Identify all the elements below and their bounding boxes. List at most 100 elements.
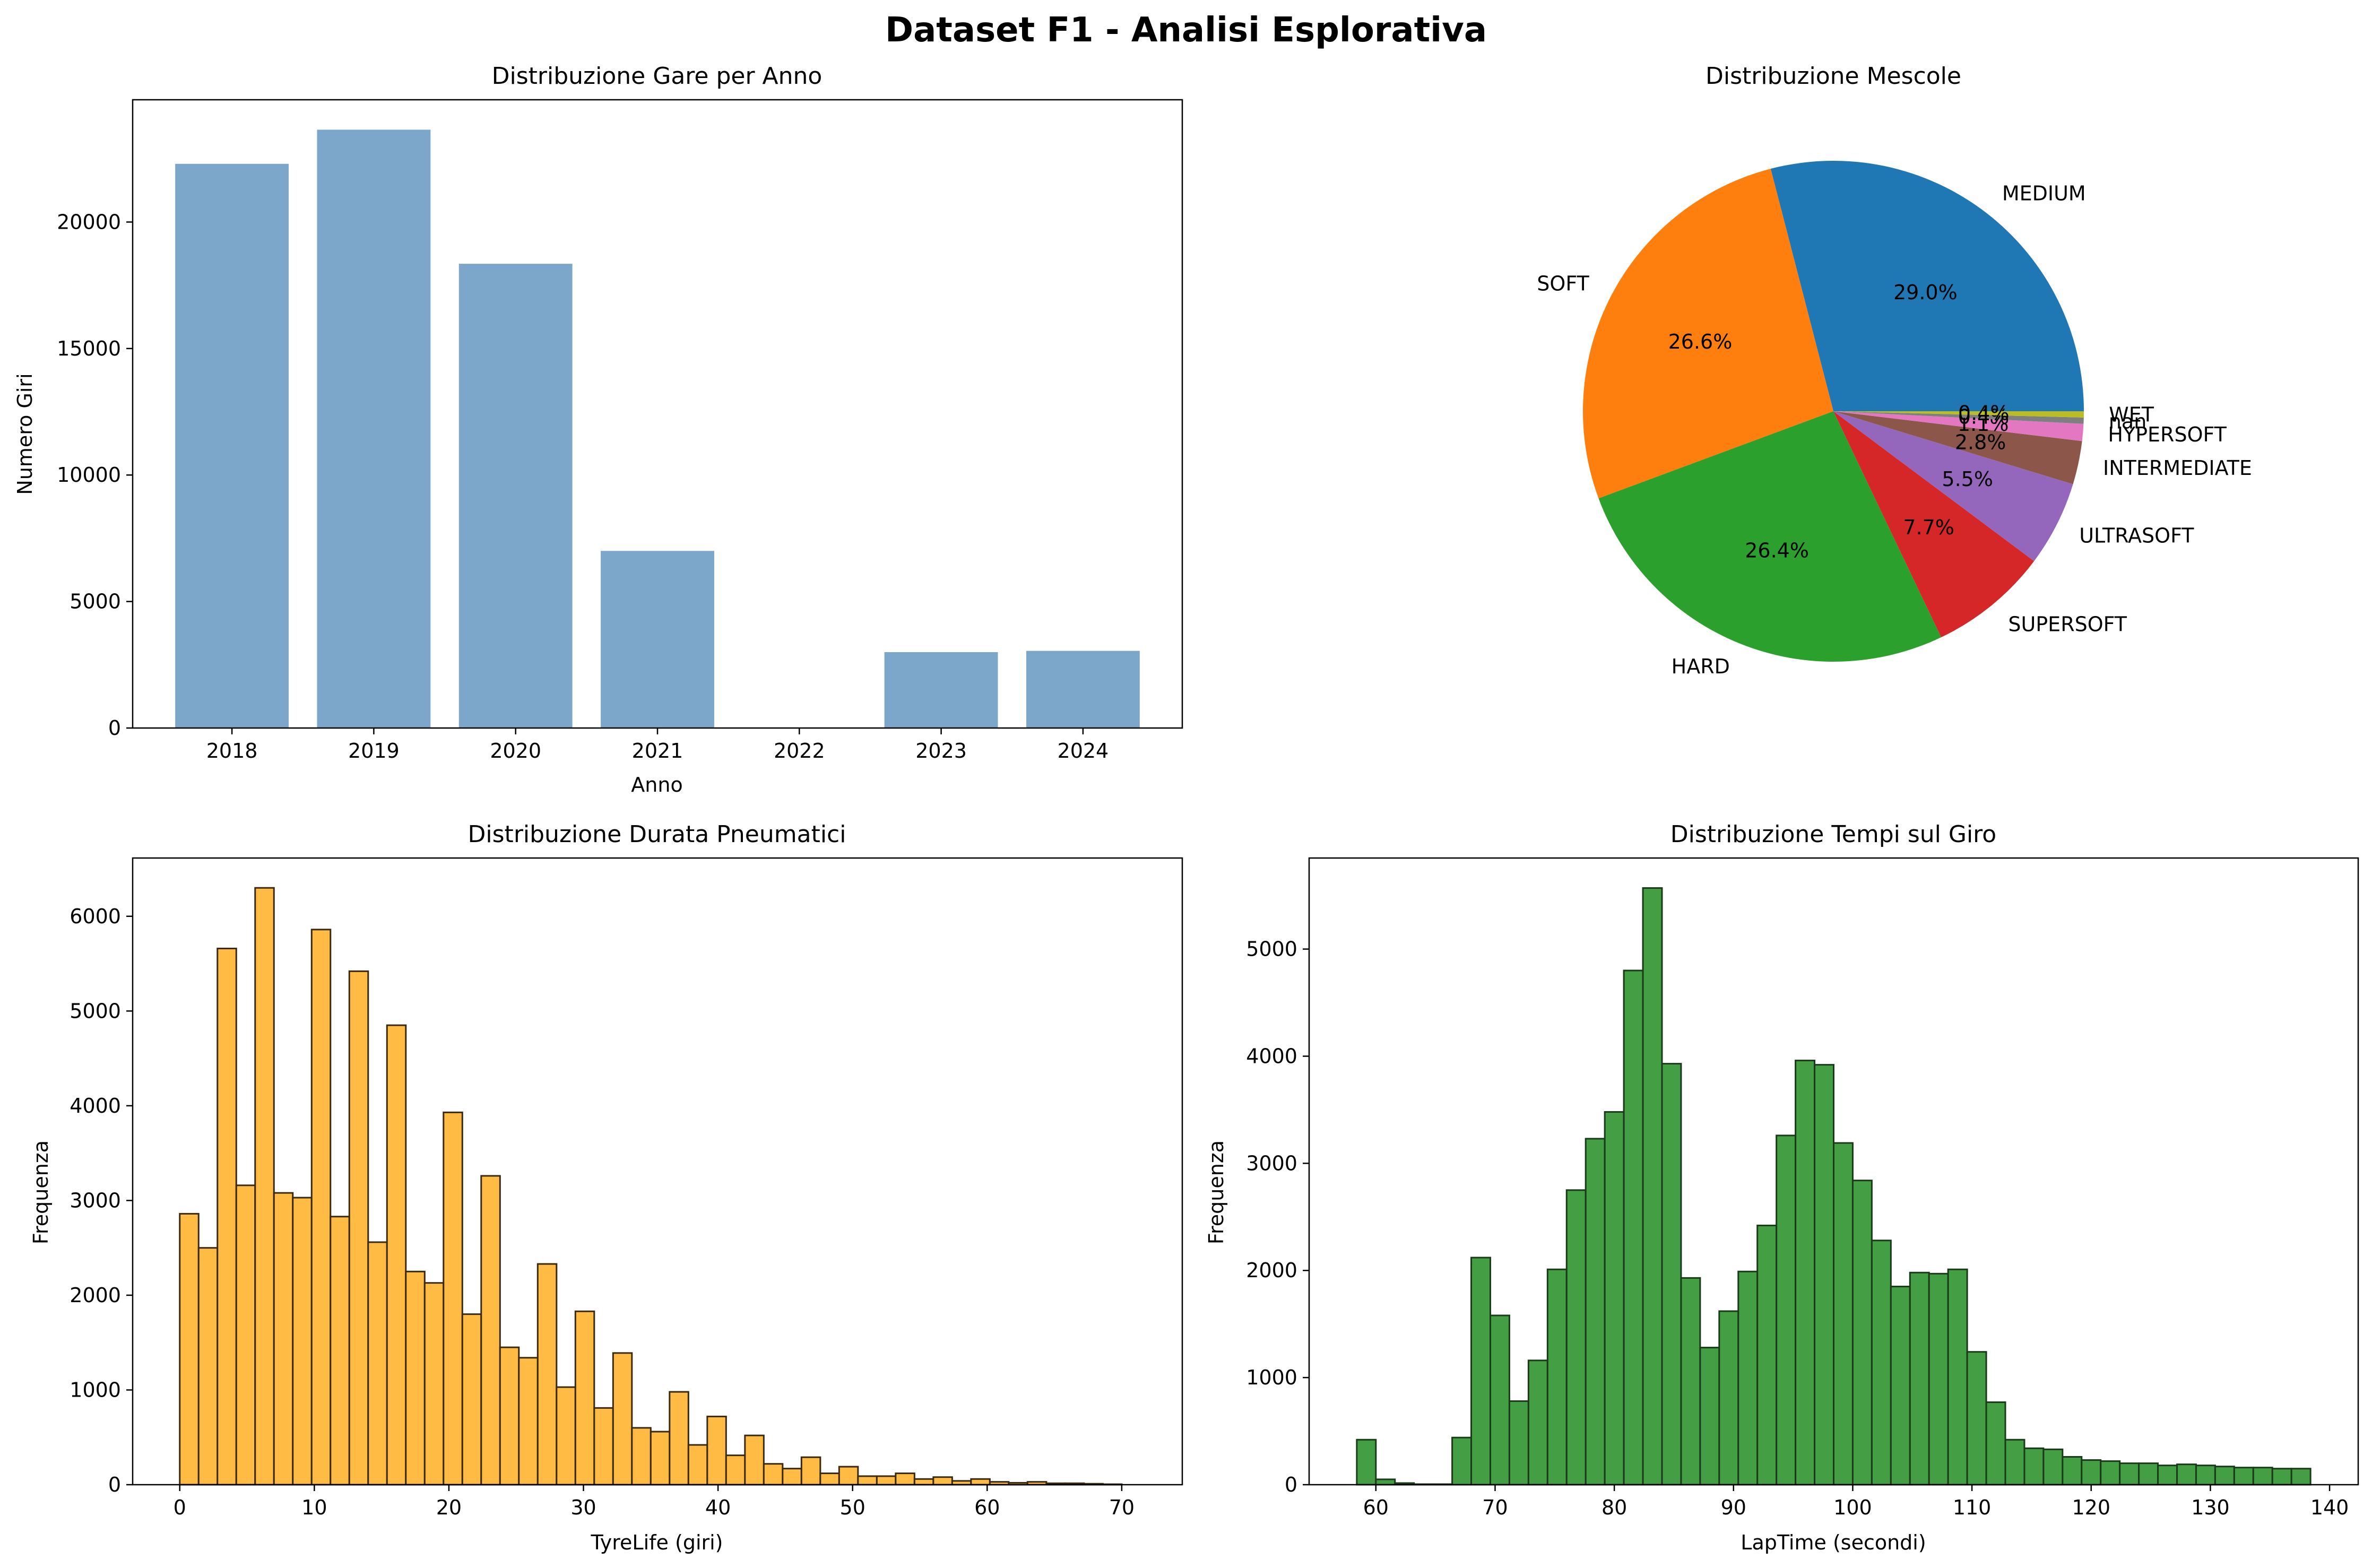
slice-label: HYPERSOFT [2108,423,2227,446]
histogram-bar [876,1475,897,1486]
y-tick-label: 2000 [1246,1259,1297,1282]
histogram-bar [913,1478,934,1486]
histogram-bar [1546,1268,1568,1486]
histogram-bar [1470,1257,1491,1486]
histogram-bar [782,1468,802,1486]
bar-chart-races-per-year: Distribuzione Gare per Anno Anno Numero … [13,63,1183,796]
y-tick-label: 0 [108,1473,121,1496]
x-tick-label: 2022 [774,739,825,763]
histogram-bar [1527,1359,1548,1486]
histogram-bar [669,1391,689,1486]
histogram-bar [2062,1456,2083,1486]
histogram-bar [1356,1439,1377,1486]
x-axis-label: LapTime (secondi) [1741,1531,1926,1554]
histogram-bar [1680,1277,1701,1486]
histogram-bar [310,929,332,1486]
slice-label: WET [2109,403,2154,427]
histogram-tyre-life: Distribuzione Durata Pneumatici TyreLife… [29,821,1183,1554]
slice-percent-label: 29.0% [1893,281,1958,304]
y-axis-label: Numero Giri [13,373,37,495]
slice-percent-label: 26.6% [1668,330,1733,353]
x-tick-label: 120 [2072,1496,2110,1519]
histogram-bar [1947,1268,1968,1486]
histogram-bar [1776,1134,1797,1486]
histogram-bar [574,1310,595,1486]
bar [884,652,998,728]
x-tick-label: 130 [2191,1496,2230,1519]
histogram-bar [593,1407,614,1486]
histogram-bar [838,1466,859,1486]
x-tick-label: 60 [974,1496,1000,1519]
y-tick-label: 1000 [70,1378,121,1401]
y-tick-label: 20000 [57,210,121,233]
histogram-bar [348,970,369,1486]
histogram-bar [423,1282,445,1486]
pie-slice [1598,411,1942,662]
histogram-bar [1508,1400,1529,1486]
x-tick-label: 70 [1482,1496,1508,1519]
x-tick-label: 100 [1833,1496,1872,1519]
histogram-bar [1489,1314,1510,1486]
y-tick-label: 0 [108,716,121,740]
histogram-bar [2138,1462,2159,1486]
histogram-bar [2119,1462,2140,1486]
y-tick-label: 10000 [57,463,121,487]
histogram-bar [1718,1310,1739,1486]
y-tick-label: 6000 [70,905,121,928]
histogram-bar [330,1216,350,1486]
histogram-bar [2271,1468,2292,1486]
pie-slice [1833,411,2073,561]
histogram-bar [1985,1401,2006,1486]
histogram-bar [273,1192,294,1486]
slice-label: MEDIUM [2002,181,2086,205]
axes-frame [1308,857,2359,1486]
slice-percent-label: 5.5% [1942,467,1993,491]
x-tick-label: 30 [570,1496,596,1519]
histogram-bar [292,1197,313,1486]
x-tick-label: 50 [840,1496,865,1519]
histogram-bar [2157,1465,2178,1486]
pie-slice [1833,411,2084,418]
pie-slice [1770,161,2084,411]
x-tick-label: 40 [705,1496,731,1519]
slice-label: INTERMEDIATE [2103,456,2252,480]
histogram-bar [556,1386,576,1486]
histogram-bar [612,1352,633,1486]
chart-title: Distribuzione Tempi sul Giro [1670,821,1996,848]
x-tick-label: 2023 [915,739,967,763]
histogram-bar [744,1434,765,1486]
y-tick-label: 3000 [70,1189,121,1212]
x-tick-label: 0 [174,1496,186,1519]
chart-title: Distribuzione Mescole [1706,63,1961,90]
histogram-bar [197,1247,219,1486]
histogram-bar [895,1472,915,1486]
histogram-bar [217,947,237,1486]
histogram-bar [725,1454,746,1486]
histogram-bar [650,1431,671,1486]
slice-label: SUPERSOFT [2008,612,2127,636]
slice-label: nan [2109,410,2146,434]
x-tick-label: 140 [2310,1496,2349,1519]
histogram-bar [405,1270,426,1486]
histogram-bar [1909,1271,1930,1486]
slice-label: ULTRASOFT [2079,524,2194,547]
histogram-bar [2195,1465,2216,1486]
y-tick-label: 4000 [70,1094,121,1117]
x-tick-label: 2019 [348,739,400,763]
bar [458,264,573,728]
x-tick-label: 2024 [1058,739,1109,763]
x-tick-label: 2020 [490,739,541,763]
histogram-bar [2023,1447,2045,1486]
histogram-bar [1966,1351,1987,1486]
slice-percent-label: 0.4% [1958,405,2010,429]
histogram-bar [2233,1467,2254,1486]
x-tick-label: 70 [1109,1496,1135,1519]
histogram-bar [518,1357,539,1486]
chart-title: Distribuzione Durata Pneumatici [468,821,846,848]
histogram-bar [1565,1189,1587,1486]
pie-chart-compounds: Distribuzione Mescole MEDIUM 29.0% SOFT 26.… [1537,63,2252,678]
x-tick-label: 20 [436,1496,462,1519]
axes-frame [132,99,1183,729]
histogram-bar [179,1212,200,1486]
